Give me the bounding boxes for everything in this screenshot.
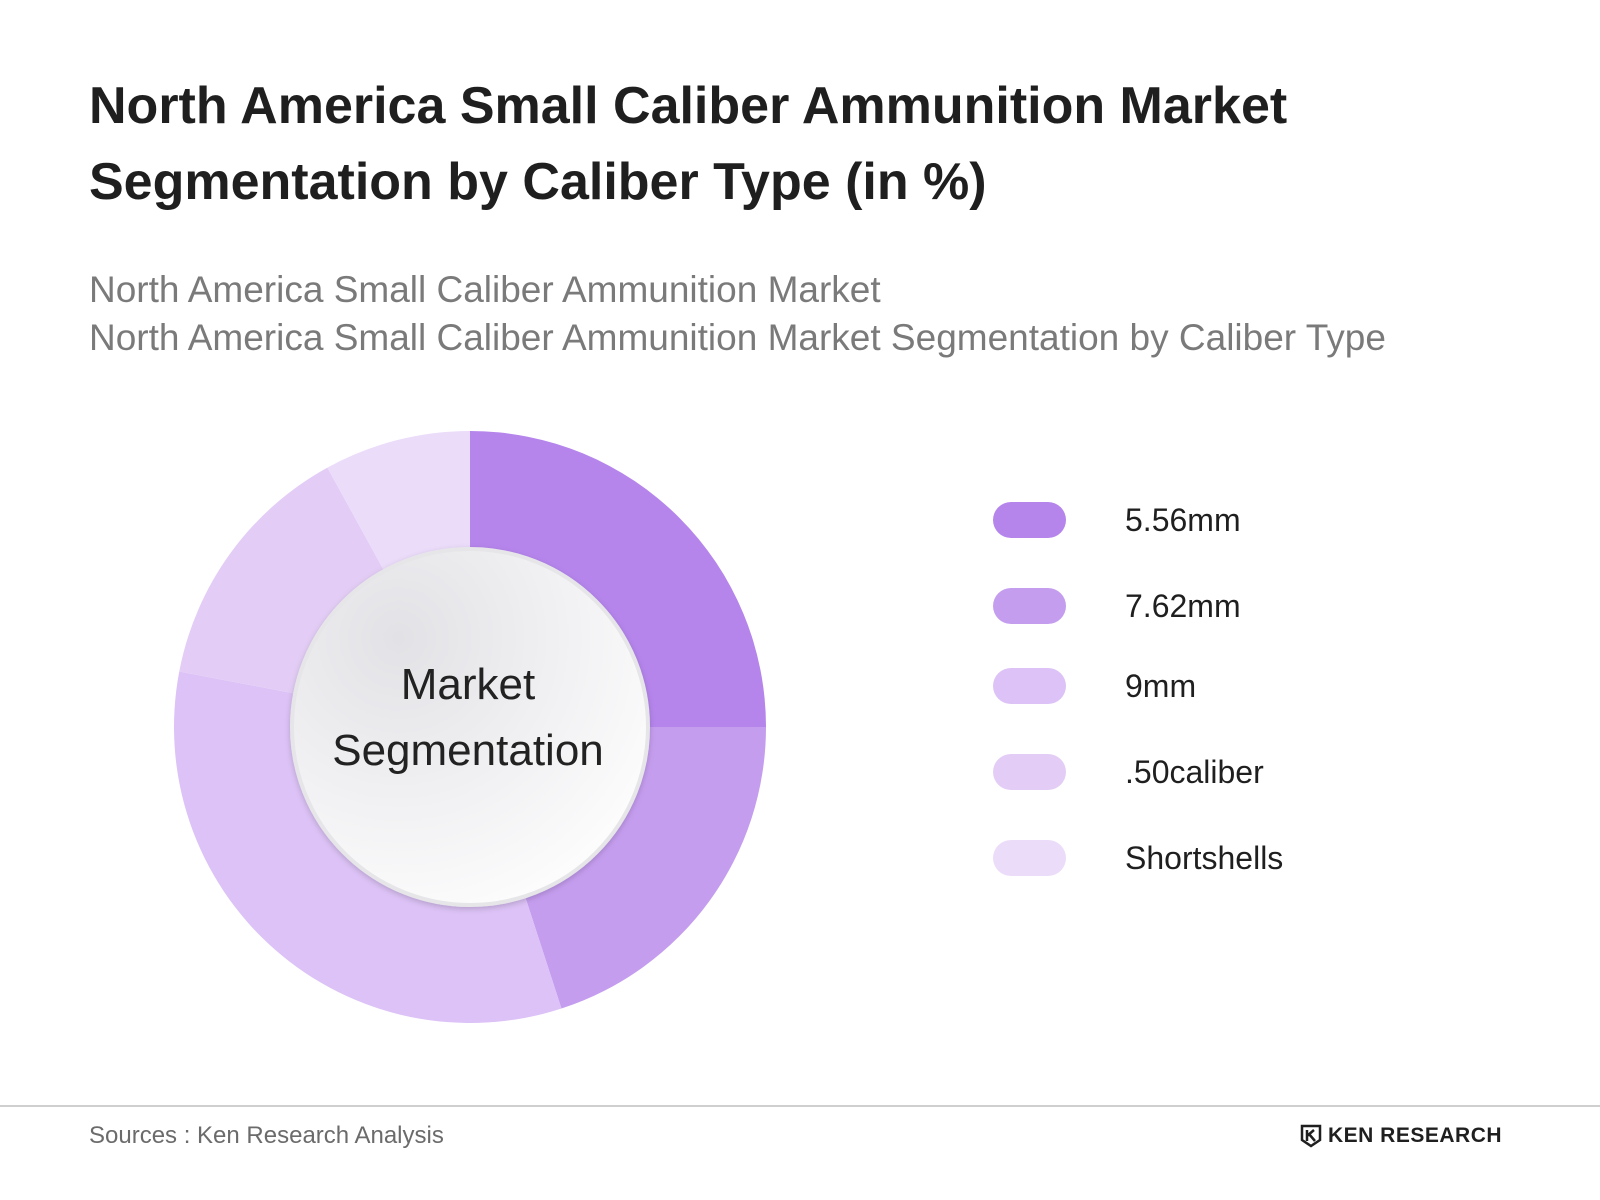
chart-subtitle-line-1: North America Small Caliber Ammunition M… [89, 269, 881, 310]
chart-subtitle-line-2: North America Small Caliber Ammunition M… [89, 317, 1386, 358]
chart-title-line-2: Segmentation by Caliber Type (in %) [89, 153, 987, 211]
donut-slices [173, 431, 766, 1024]
legend-item: 7.62mm [993, 586, 1493, 626]
slice-9mm [173, 671, 562, 1024]
donut-center [290, 547, 650, 907]
legend-label: .50caliber [1125, 753, 1264, 790]
brand-logo: KEN RESEARCH [1300, 1124, 1502, 1148]
donut-chart [173, 431, 766, 1024]
source-note: Sources : Ken Research Analysis [89, 1122, 444, 1149]
footer-divider [0, 1105, 1600, 1107]
center-label-line-2: Segmentation [332, 726, 604, 775]
slice-shortshells [327, 431, 470, 573]
center-label: Market Segmentation [318, 652, 618, 784]
chart-title: North America Small Caliber Ammunition M… [89, 68, 1509, 220]
slice-5-56mm [470, 431, 766, 727]
legend-swatch [993, 588, 1066, 624]
legend-swatch [993, 668, 1066, 704]
legend-swatch [993, 754, 1066, 790]
legend-label: 5.56mm [1125, 501, 1241, 538]
legend-item: 9mm [993, 666, 1493, 706]
legend-swatch [993, 840, 1066, 876]
legend-swatch [993, 502, 1066, 538]
legend-item: 5.56mm [993, 500, 1493, 540]
legend-item: .50caliber [993, 752, 1493, 792]
chart-title-line-1: North America Small Caliber Ammunition M… [89, 77, 1288, 135]
legend-label: 7.62mm [1125, 587, 1241, 624]
slice-50caliber [179, 467, 386, 695]
legend-label: 9mm [1125, 667, 1197, 704]
legend-item: Shortshells [993, 838, 1493, 878]
slice-7-62mm [524, 727, 766, 1009]
chart-subtitle: North America Small Caliber Ammunition M… [89, 266, 1549, 362]
legend-label: Shortshells [1125, 839, 1284, 876]
center-label-line-1: Market [400, 660, 536, 709]
ken-research-logo-icon [1300, 1124, 1322, 1148]
brand-name: KEN RESEARCH [1328, 1124, 1503, 1147]
